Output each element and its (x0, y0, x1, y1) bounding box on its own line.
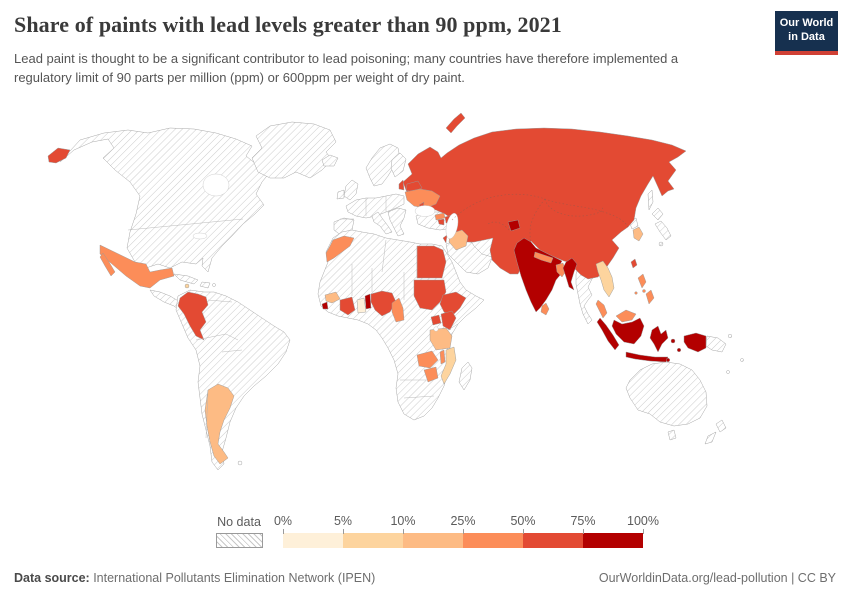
no-data-label: No data (217, 515, 261, 529)
page-title: Share of paints with lead levels greater… (14, 12, 562, 37)
legend-tick-label: 25% (450, 514, 476, 528)
inland-seas (192, 173, 459, 332)
hudson-bay (202, 173, 230, 197)
legend-band-5-10%[interactable] (343, 533, 403, 548)
country-argentina[interactable] (204, 383, 235, 465)
country-morocco[interactable] (325, 235, 355, 263)
country-guinea[interactable] (324, 291, 341, 304)
country-borders (127, 196, 459, 439)
country-taiwan[interactable] (630, 258, 638, 269)
legend-tick-label: 100% (627, 514, 659, 528)
owid-logo-text: Our World in Data (779, 17, 834, 43)
owid-logo[interactable]: Our World in Data (775, 11, 838, 55)
country-ghana[interactable] (356, 297, 367, 314)
country-india[interactable] (513, 237, 563, 313)
data-source-text: International Pollutants Elimination Net… (89, 571, 376, 585)
colored-countries (47, 112, 707, 465)
country-armenia[interactable] (437, 218, 445, 226)
legend-tick-label: 5% (333, 514, 353, 528)
no-data-swatch[interactable] (216, 533, 263, 548)
legend-band-0-5%[interactable] (283, 533, 343, 548)
country-sierra-leone[interactable] (321, 301, 329, 310)
owid-link[interactable]: OurWorldinData.org/lead-pollution | CC B… (598, 571, 836, 585)
country-uganda[interactable] (430, 314, 442, 326)
legend-bar (283, 533, 643, 548)
black-sea (414, 205, 436, 217)
country-tajikistan[interactable] (507, 219, 521, 232)
legend-tick-label: 10% (390, 514, 416, 528)
caspian-sea (445, 213, 459, 239)
data-source: Data source: International Pollutants El… (14, 571, 375, 585)
country-zimbabwe[interactable] (423, 366, 439, 383)
country-malawi[interactable] (439, 349, 446, 365)
country-vietnam[interactable] (595, 260, 615, 298)
legend-ticks: 0% 5% 10% 25% 50% 75% 100% (274, 514, 659, 534)
land-scandinavia (365, 143, 401, 187)
country-ethiopia[interactable] (439, 291, 467, 317)
legend-band-50-75%[interactable] (523, 533, 583, 548)
land-iceland (321, 154, 339, 167)
country-mozambique[interactable] (440, 346, 457, 385)
country-zambia[interactable] (416, 350, 439, 369)
country-latvia[interactable] (398, 179, 405, 191)
country-south-korea[interactable] (632, 226, 644, 242)
legend-tick-label: 50% (510, 514, 536, 528)
country-malaysia[interactable] (595, 299, 637, 323)
country-lebanon[interactable] (442, 234, 448, 244)
country-cote-divoire[interactable] (339, 296, 356, 316)
country-sudan[interactable] (413, 279, 447, 311)
land-australia (625, 361, 708, 427)
legend-tick-label: 75% (570, 514, 596, 528)
country-sri-lanka[interactable] (540, 302, 550, 316)
land-greenland (251, 121, 337, 179)
data-source-label: Data source: (14, 571, 90, 585)
country-nigeria[interactable] (370, 290, 397, 317)
country-jamaica[interactable] (184, 283, 190, 289)
footer: Data source: International Pollutants El… (14, 568, 836, 588)
legend-band-75-100%[interactable] (583, 533, 643, 548)
country-russia-chukotka[interactable] (47, 147, 71, 164)
country-ukraine[interactable] (404, 188, 441, 209)
legend-band-10-25%[interactable] (403, 533, 463, 548)
land-north-america (59, 127, 271, 273)
country-tanzania[interactable] (429, 327, 453, 351)
land-madagascar (458, 361, 473, 391)
country-egypt[interactable] (416, 245, 447, 279)
land-south-america (175, 289, 291, 471)
country-colombia[interactable] (177, 291, 209, 341)
country-cameroon[interactable] (391, 297, 405, 323)
country-indonesia[interactable] (596, 317, 707, 363)
chart-subtitle: Lead paint is thought to be a significan… (14, 51, 679, 85)
asia-internal-borders (451, 193, 629, 242)
legend-band-25-50%[interactable] (463, 533, 523, 548)
country-nepal[interactable] (533, 251, 554, 264)
country-mexico[interactable] (99, 244, 175, 289)
country-myanmar[interactable] (562, 257, 578, 291)
country-philippines[interactable] (634, 273, 655, 305)
country-kenya[interactable] (440, 310, 457, 331)
country-benin[interactable] (364, 293, 372, 310)
lake-victoria (433, 326, 439, 332)
great-lakes (192, 232, 208, 240)
legend-tick-label: 0% (273, 514, 293, 528)
